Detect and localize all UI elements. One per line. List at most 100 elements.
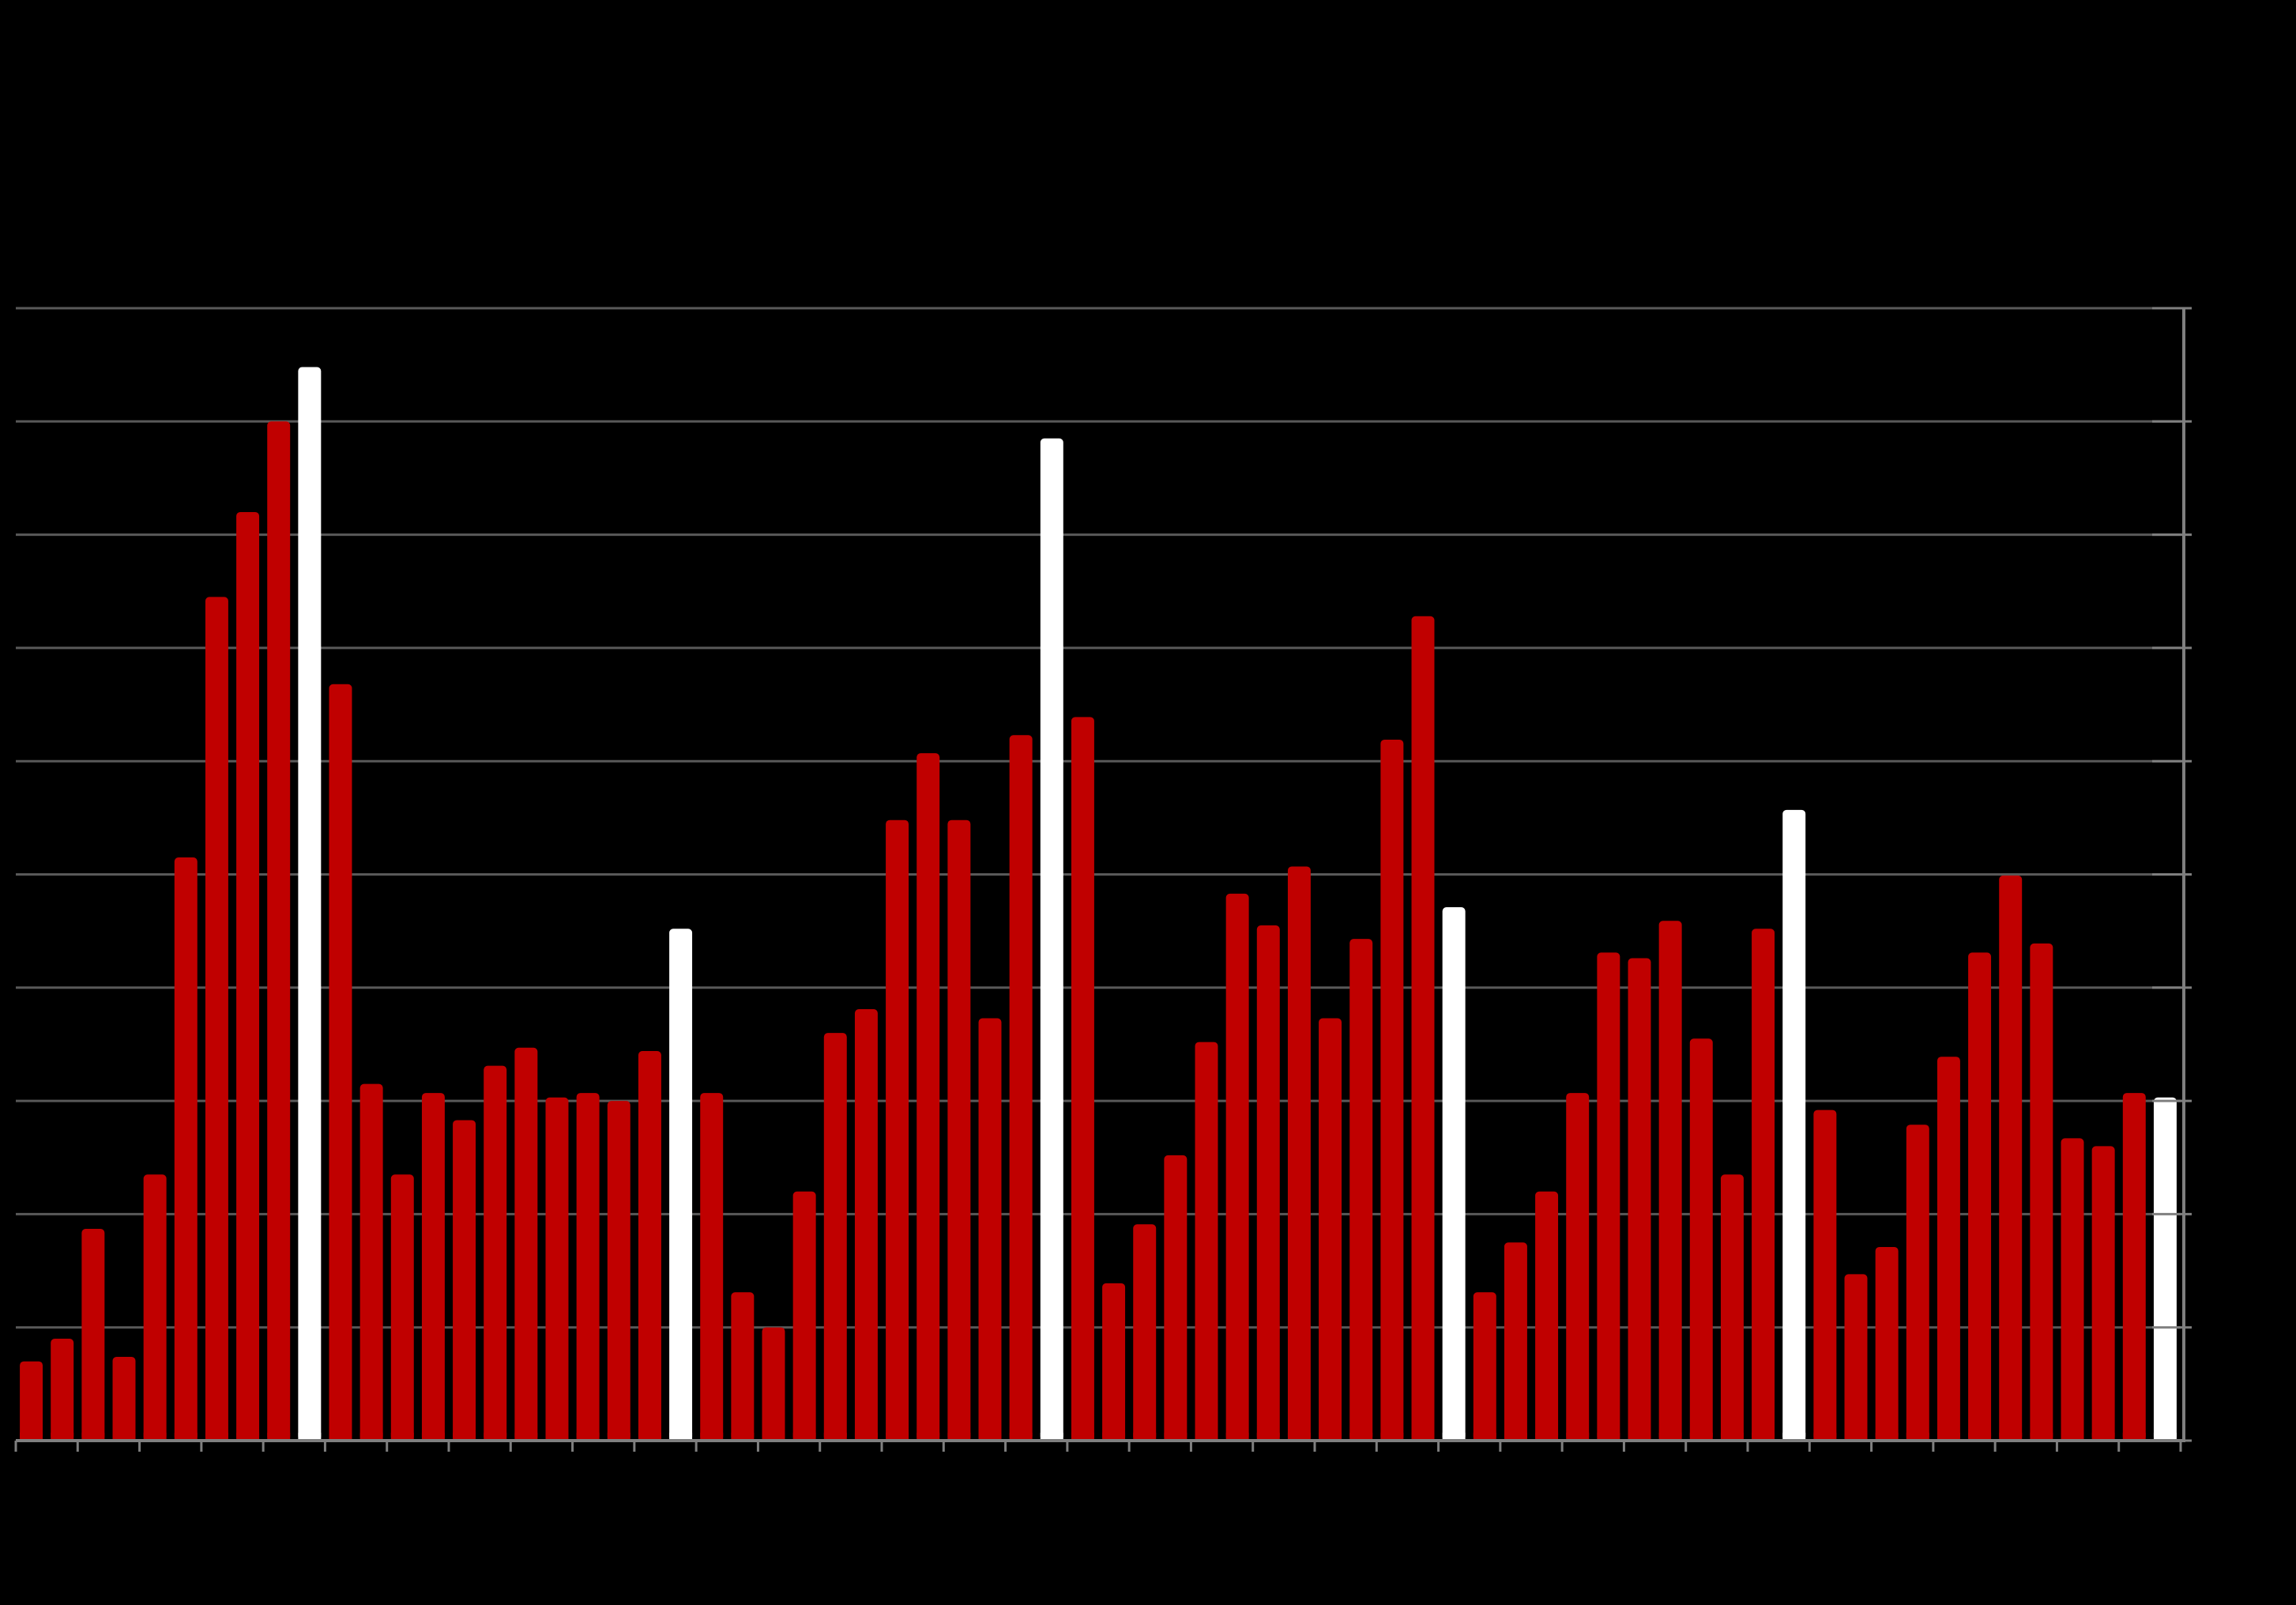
bar-base [298, 1433, 322, 1441]
bar-base [1102, 1433, 1126, 1441]
bar [607, 1101, 630, 1441]
bar [1566, 1093, 1590, 1441]
bar-base [1844, 1433, 1868, 1441]
bar-base [1689, 1433, 1713, 1441]
bar-base [1195, 1433, 1218, 1441]
bar [1875, 1246, 1899, 1441]
bar [792, 1191, 816, 1441]
bar [2061, 1138, 2084, 1441]
bar-base [1225, 1433, 1249, 1441]
bar-highlight [669, 929, 693, 1441]
bar-base [1380, 1433, 1404, 1441]
bar-base [1752, 1433, 1775, 1441]
bar-base [2030, 1433, 2053, 1441]
bar [174, 857, 198, 1441]
bar [2030, 943, 2053, 1441]
bar-base [669, 1433, 693, 1441]
bar-base [1473, 1433, 1496, 1441]
bar-base [1411, 1433, 1435, 1441]
bar [1999, 875, 2023, 1441]
bar [1504, 1242, 1527, 1441]
bar-base [854, 1433, 878, 1441]
bar-base [917, 1433, 940, 1441]
bar-base [792, 1433, 816, 1441]
bar [143, 1174, 167, 1441]
bar [1813, 1110, 1837, 1441]
bar-base [1875, 1433, 1899, 1441]
bar [1411, 616, 1435, 1441]
bar-base [978, 1433, 1002, 1441]
bar [453, 1120, 476, 1441]
bar [1319, 1018, 1342, 1441]
bar-base [2061, 1433, 2084, 1441]
bar-base [112, 1433, 136, 1441]
axes [14, 307, 2192, 1452]
bar-base [1164, 1433, 1188, 1441]
bar-base [236, 1433, 260, 1441]
bars [20, 367, 2177, 1441]
bar [1380, 739, 1404, 1441]
bar [81, 1229, 105, 1441]
bar-base [1628, 1433, 1651, 1441]
bar-highlight [1782, 809, 1806, 1441]
bar-highlight [1040, 438, 1063, 1441]
bar [267, 421, 291, 1441]
bar [1225, 893, 1249, 1441]
bar [1844, 1274, 1868, 1441]
bar-base [1999, 1433, 2023, 1441]
bar [1658, 921, 1682, 1441]
bar-base [545, 1433, 569, 1441]
bar [112, 1356, 136, 1441]
bar [1164, 1155, 1188, 1441]
bar [1473, 1292, 1496, 1441]
bar [700, 1093, 724, 1441]
bar [1752, 929, 1775, 1441]
bar-base [51, 1433, 74, 1441]
bar-base [1782, 1433, 1806, 1441]
bar-base [886, 1433, 909, 1441]
bar-base [1349, 1433, 1373, 1441]
bar-base [700, 1433, 724, 1441]
bar [917, 753, 940, 1441]
bar-base [947, 1433, 971, 1441]
bar [854, 1009, 878, 1441]
bar-base [81, 1433, 105, 1441]
bar [329, 684, 352, 1441]
bar-base [2153, 1433, 2177, 1441]
bar-base [1071, 1433, 1094, 1441]
bar-base [1968, 1433, 1992, 1441]
bar [1071, 717, 1094, 1441]
bar [2091, 1146, 2115, 1441]
bar [390, 1174, 414, 1441]
bar-base [1535, 1433, 1559, 1441]
bar-base [1597, 1433, 1620, 1441]
bar [1133, 1224, 1157, 1441]
bar [1287, 866, 1311, 1441]
bar [2122, 1093, 2146, 1441]
bar-highlight [1442, 907, 1466, 1441]
bar [576, 1093, 600, 1441]
bar-base [421, 1433, 445, 1441]
bar-highlight [2153, 1097, 2177, 1441]
bar-base [1040, 1433, 1063, 1441]
bar-base [390, 1433, 414, 1441]
bar-base [174, 1433, 198, 1441]
bar-base [1937, 1433, 1960, 1441]
bar-base [1287, 1433, 1311, 1441]
bar-base [1658, 1433, 1682, 1441]
bar-base [453, 1433, 476, 1441]
bar [359, 1083, 383, 1441]
bar-base [2091, 1433, 2115, 1441]
bar [638, 1051, 661, 1441]
bar [1535, 1191, 1559, 1441]
bar [1102, 1283, 1126, 1441]
bar-base [1504, 1433, 1527, 1441]
bar-base [576, 1433, 600, 1441]
bar-base [1256, 1433, 1280, 1441]
bar [1968, 952, 1992, 1441]
bar-base [359, 1433, 383, 1441]
bar-base [1009, 1433, 1033, 1441]
bar-base [1319, 1433, 1342, 1441]
bar [1628, 958, 1651, 1441]
